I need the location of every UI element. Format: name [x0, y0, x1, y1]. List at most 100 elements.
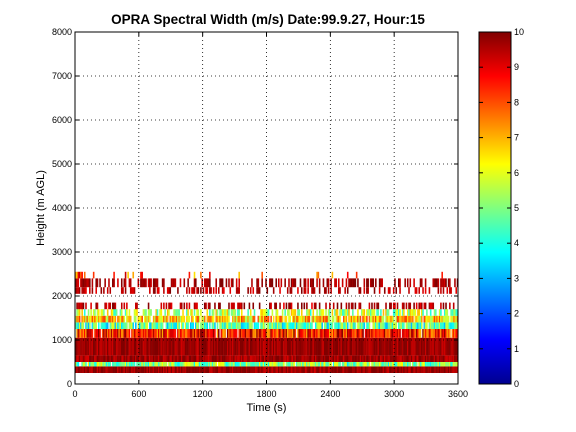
heatmap-cell: [435, 309, 437, 316]
heatmap-cell: [156, 322, 159, 329]
heatmap-cell: [336, 366, 339, 373]
heatmap-cell: [156, 337, 159, 356]
heatmap-cell: [114, 309, 117, 316]
heatmap-cell: [115, 322, 118, 329]
heatmap-cell: [326, 355, 329, 362]
heatmap-cell: [206, 362, 209, 367]
heatmap-cell: [187, 315, 189, 323]
heatmap-cell: [331, 271, 334, 279]
heatmap-cell: [186, 362, 188, 367]
heatmap-cell: [348, 329, 350, 338]
heatmap-cell: [120, 278, 123, 288]
heatmap-cell: [404, 362, 406, 367]
heatmap-cell: [265, 315, 267, 323]
heatmap-cell: [95, 355, 98, 362]
heatmap-cell: [429, 337, 432, 356]
heatmap-cell: [322, 278, 325, 288]
heatmap-cell: [197, 329, 200, 338]
heatmap-cell: [95, 287, 98, 294]
heatmap-cell: [239, 366, 242, 373]
heatmap-cell: [413, 337, 415, 356]
heatmap-cell: [389, 287, 391, 294]
heatmap-cell: [426, 315, 428, 323]
heatmap-cell: [96, 337, 99, 356]
heatmap-cell: [436, 278, 438, 288]
heatmap-cell: [91, 287, 94, 294]
heatmap-cell: [85, 366, 87, 373]
heatmap-cell: [169, 322, 172, 329]
heatmap-cell: [221, 355, 224, 362]
heatmap-cell: [124, 278, 127, 288]
heatmap-cell: [187, 366, 189, 373]
heatmap-cell: [109, 337, 112, 356]
heatmap-cell: [405, 355, 408, 362]
heatmap-cell: [304, 362, 307, 367]
heatmap-cell: [205, 362, 207, 367]
heatmap-cell: [137, 278, 140, 288]
heatmap-cell: [302, 322, 304, 329]
heatmap-cell: [228, 366, 230, 373]
heatmap-cell: [283, 355, 285, 362]
heatmap-cell: [349, 329, 352, 338]
heatmap-cell: [90, 355, 92, 362]
heatmap-cell: [267, 329, 270, 338]
heatmap-cell: [399, 337, 401, 356]
heatmap-cell: [234, 322, 237, 329]
heatmap-cell: [256, 337, 258, 356]
heatmap-cell: [225, 309, 228, 316]
heatmap-cell: [286, 355, 289, 362]
heatmap-cell: [224, 315, 226, 323]
heatmap-cell: [352, 362, 354, 367]
heatmap-cell: [308, 355, 311, 362]
heatmap-cell: [359, 322, 362, 329]
heatmap-cell: [136, 366, 138, 373]
heatmap-cell: [157, 355, 160, 362]
heatmap-cell: [122, 322, 124, 329]
heatmap-cell: [174, 366, 177, 373]
heatmap-cell: [429, 302, 432, 310]
heatmap-cell: [75, 315, 77, 323]
heatmap-cell: [360, 337, 363, 356]
heatmap-cell: [294, 278, 297, 288]
heatmap-cell: [257, 362, 260, 367]
heatmap-cell: [157, 322, 160, 329]
heatmap-cell: [362, 366, 364, 373]
heatmap-cell: [327, 366, 330, 373]
heatmap-cell: [221, 362, 224, 367]
heatmap-cell: [340, 322, 343, 329]
heatmap-cell: [220, 362, 223, 367]
heatmap-cell: [92, 322, 95, 329]
heatmap-cell: [366, 362, 368, 367]
heatmap-cell: [424, 329, 427, 338]
heatmap-cell: [150, 309, 152, 316]
heatmap-cell: [308, 337, 311, 356]
heatmap-cell: [159, 366, 161, 373]
heatmap-cell: [160, 337, 163, 356]
heatmap-cell: [122, 355, 124, 362]
heatmap-cell: [289, 315, 292, 323]
heatmap-cell: [127, 355, 129, 362]
heatmap-cell: [441, 366, 443, 373]
heatmap-cell: [112, 315, 114, 323]
heatmap-cell: [240, 366, 243, 373]
heatmap-cell: [109, 366, 112, 373]
heatmap-cell: [110, 315, 113, 323]
heatmap-cell: [441, 278, 443, 288]
heatmap-cell: [354, 315, 357, 323]
heatmap-cell: [128, 355, 131, 362]
heatmap-cell: [428, 355, 431, 362]
heatmap-cell: [238, 329, 240, 338]
heatmap-cell: [313, 366, 316, 373]
heatmap-cell: [172, 278, 174, 288]
heatmap-cell: [383, 322, 386, 329]
heatmap-cell: [235, 362, 238, 367]
heatmap-cell: [345, 337, 348, 356]
heatmap-cell: [420, 322, 423, 329]
heatmap-cell: [385, 302, 387, 310]
heatmap-cell: [441, 362, 443, 367]
heatmap-cell: [150, 329, 152, 338]
heatmap-cell: [211, 355, 214, 362]
heatmap-cell: [83, 315, 86, 323]
heatmap-cell: [269, 302, 271, 310]
heatmap-cell: [315, 302, 317, 310]
